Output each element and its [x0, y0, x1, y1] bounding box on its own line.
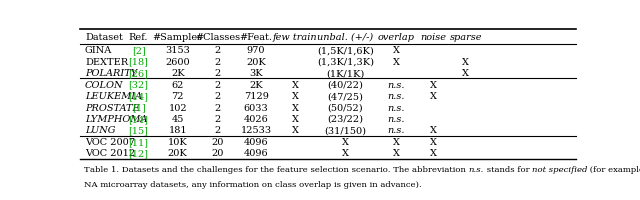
Text: 2: 2	[214, 92, 221, 101]
Text: X: X	[430, 92, 437, 101]
Text: POLARITY: POLARITY	[85, 69, 137, 78]
Text: n.s.: n.s.	[388, 80, 405, 89]
Text: X: X	[430, 149, 437, 158]
Text: 4096: 4096	[244, 137, 268, 146]
Text: 62: 62	[172, 80, 184, 89]
Text: NA microarray datasets, any information on class overlap is given in advance).: NA microarray datasets, any information …	[84, 180, 422, 188]
Text: Dataset: Dataset	[85, 33, 123, 42]
Text: (23/22): (23/22)	[328, 114, 364, 123]
Text: [26]: [26]	[129, 69, 148, 78]
Text: (1K/1K): (1K/1K)	[326, 69, 365, 78]
Text: 2600: 2600	[165, 57, 190, 66]
Text: COLON: COLON	[85, 80, 124, 89]
Text: 7129: 7129	[244, 92, 269, 101]
Text: 3153: 3153	[165, 46, 190, 55]
Text: X: X	[393, 149, 400, 158]
Text: 45: 45	[172, 114, 184, 123]
Text: DEXTER: DEXTER	[85, 57, 128, 66]
Text: 2: 2	[214, 57, 221, 66]
Text: X: X	[292, 92, 299, 101]
Text: n.s.: n.s.	[468, 166, 484, 174]
Text: X: X	[292, 114, 299, 123]
Text: [11]: [11]	[129, 137, 148, 146]
Text: GINA: GINA	[85, 46, 112, 55]
Text: (31/150): (31/150)	[324, 126, 366, 135]
Text: able 1. Datasets and the challenges for the feature selection scenario. The abbr: able 1. Datasets and the challenges for …	[90, 166, 468, 174]
Text: 12533: 12533	[241, 126, 271, 135]
Text: X: X	[430, 126, 437, 135]
Text: T: T	[84, 166, 90, 174]
Text: 2: 2	[214, 103, 221, 112]
Text: 20K: 20K	[168, 149, 188, 158]
Text: not specified: not specified	[532, 166, 588, 174]
Text: [14]: [14]	[129, 92, 148, 101]
Text: [12]: [12]	[129, 149, 148, 158]
Text: LEUKEMIA: LEUKEMIA	[85, 92, 142, 101]
Text: n.s.: n.s.	[388, 114, 405, 123]
Text: noise: noise	[420, 33, 447, 42]
Text: 4096: 4096	[244, 149, 268, 158]
Text: X: X	[342, 137, 349, 146]
Text: 20K: 20K	[246, 57, 266, 66]
Text: X: X	[342, 149, 349, 158]
Text: [14]: [14]	[129, 114, 148, 123]
Text: (1,5K/1,6K): (1,5K/1,6K)	[317, 46, 374, 55]
Text: X: X	[393, 57, 400, 66]
Text: X: X	[430, 80, 437, 89]
Text: (for example, in the: (for example, in the	[588, 166, 640, 174]
Text: 970: 970	[247, 46, 266, 55]
Text: X: X	[430, 137, 437, 146]
Text: n.s.: n.s.	[388, 126, 405, 135]
Text: 72: 72	[172, 92, 184, 101]
Text: (40/22): (40/22)	[328, 80, 364, 89]
Text: n.s.: n.s.	[388, 103, 405, 112]
Text: 2: 2	[214, 126, 221, 135]
Text: 10K: 10K	[168, 137, 188, 146]
Text: 3K: 3K	[249, 69, 263, 78]
Text: overlap: overlap	[378, 33, 415, 42]
Text: 2K: 2K	[249, 80, 263, 89]
Text: 2: 2	[214, 114, 221, 123]
Text: 6033: 6033	[244, 103, 268, 112]
Text: unbal. (+/-): unbal. (+/-)	[317, 33, 373, 42]
Text: X: X	[393, 137, 400, 146]
Text: LYMPHOMA: LYMPHOMA	[85, 114, 147, 123]
Text: 20: 20	[211, 149, 223, 158]
Text: PROSTATE: PROSTATE	[85, 103, 140, 112]
Text: few train: few train	[273, 33, 317, 42]
Text: #Samples: #Samples	[153, 33, 203, 42]
Text: [1]: [1]	[132, 103, 145, 112]
Text: 4026: 4026	[244, 114, 268, 123]
Text: VOC 2007: VOC 2007	[85, 137, 135, 146]
Text: #Classes: #Classes	[195, 33, 240, 42]
Text: 2: 2	[214, 46, 221, 55]
Text: [15]: [15]	[129, 126, 148, 135]
Text: [2]: [2]	[132, 46, 145, 55]
Text: n.s.: n.s.	[388, 92, 405, 101]
Text: (50/52): (50/52)	[328, 103, 363, 112]
Text: [32]: [32]	[129, 80, 148, 89]
Text: #Feat.: #Feat.	[239, 33, 273, 42]
Text: sparse: sparse	[450, 33, 482, 42]
Text: X: X	[292, 103, 299, 112]
Text: VOC 2012: VOC 2012	[85, 149, 135, 158]
Text: [18]: [18]	[129, 57, 148, 66]
Text: (1,3K/1,3K): (1,3K/1,3K)	[317, 57, 374, 66]
Text: 2: 2	[214, 69, 221, 78]
Text: X: X	[462, 57, 469, 66]
Text: (47/25): (47/25)	[328, 92, 364, 101]
Text: 2: 2	[214, 80, 221, 89]
Text: X: X	[292, 126, 299, 135]
Text: 2K: 2K	[171, 69, 184, 78]
Text: stands for: stands for	[484, 166, 532, 174]
Text: X: X	[462, 69, 469, 78]
Text: 181: 181	[168, 126, 187, 135]
Text: X: X	[292, 80, 299, 89]
Text: Ref.: Ref.	[129, 33, 148, 42]
Text: X: X	[393, 46, 400, 55]
Text: LUNG: LUNG	[85, 126, 115, 135]
Text: 102: 102	[168, 103, 187, 112]
Text: 20: 20	[211, 137, 223, 146]
